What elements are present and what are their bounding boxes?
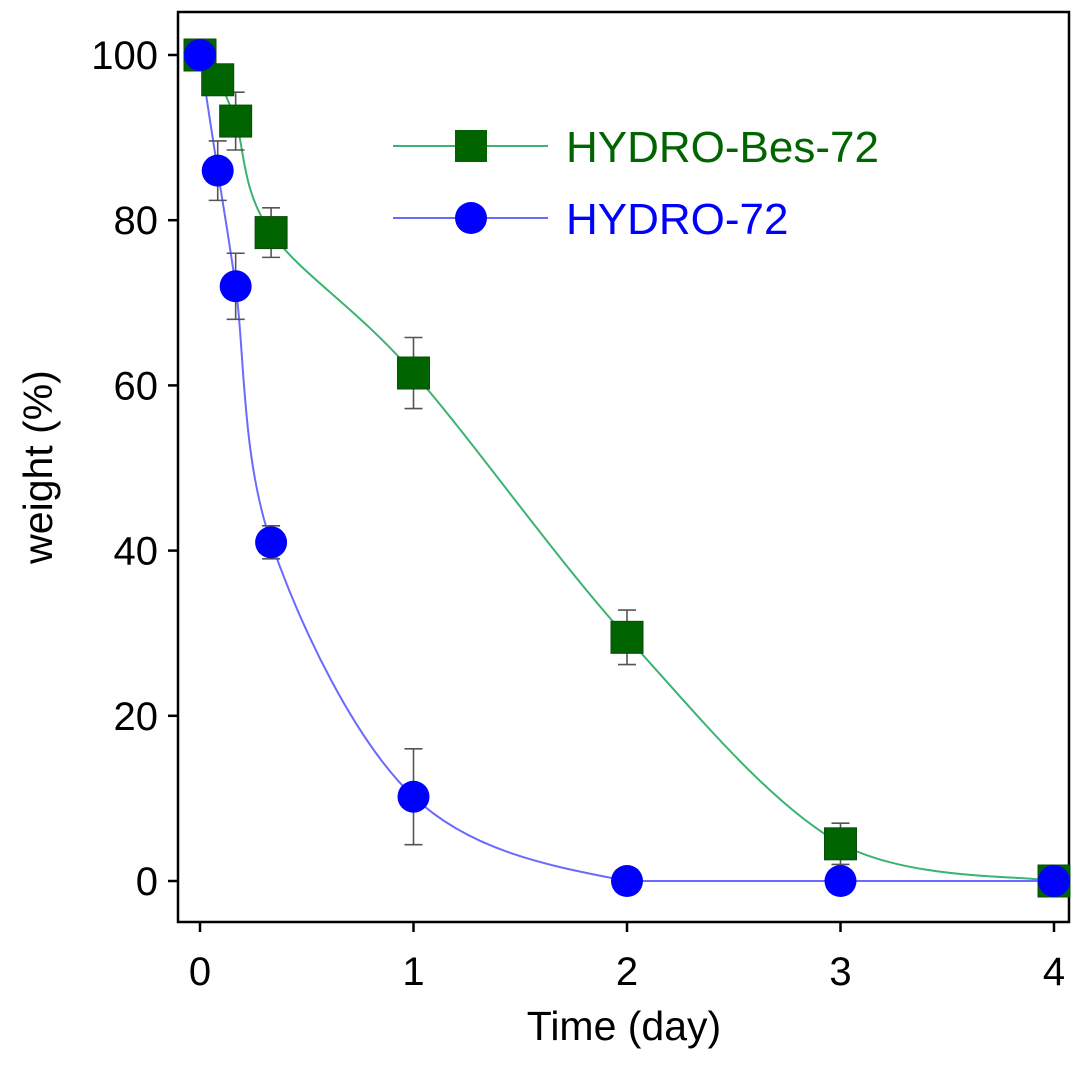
x-tick-label: 0 [189,950,211,994]
data-point-circle [824,865,857,897]
data-point-circle [1038,865,1070,897]
data-point-square [824,827,857,861]
series-lines [199,54,1055,883]
x-tick-label: 3 [829,950,851,994]
x-tick-label: 2 [616,950,638,994]
data-point-circle [397,780,430,813]
data-point-circle [201,154,234,187]
x-tick-label: 1 [402,950,424,994]
legend-square-marker [455,130,487,162]
error-bars [208,66,850,866]
legend: HYDRO-Bes-72 HYDRO-72 [393,123,879,244]
legend-circle-marker [455,202,487,234]
data-point-square [397,356,430,390]
x-tick-label: 4 [1043,950,1065,994]
tick-marks [168,53,1056,932]
y-tick-label: 80 [114,199,159,243]
y-tick-label: 40 [114,530,159,574]
y-axis-title: weight (%) [15,370,61,565]
plot-frame [176,10,1071,924]
legend-entry: HYDRO-72 [393,195,789,244]
y-tick-label: 0 [136,860,158,904]
data-markers [183,38,1071,898]
data-point-circle [255,526,288,559]
data-point-square [610,620,644,654]
series-line-hydro-72 [199,54,1054,883]
data-point-square [254,216,288,250]
y-tick-label: 20 [114,695,159,739]
series-line-hydro-bes-72 [199,54,1055,882]
legend-label: HYDRO-72 [566,195,789,244]
legend-label: HYDRO-Bes-72 [566,123,879,172]
y-tick-label: 100 [91,34,158,78]
data-point-circle [219,270,252,303]
data-point-circle [611,865,643,897]
y-tick-label: 60 [114,364,159,408]
x-axis-title: Time (day) [527,1003,721,1049]
data-point-square [219,104,253,138]
data-point-circle [184,39,216,71]
legend-entry: HYDRO-Bes-72 [393,123,879,172]
